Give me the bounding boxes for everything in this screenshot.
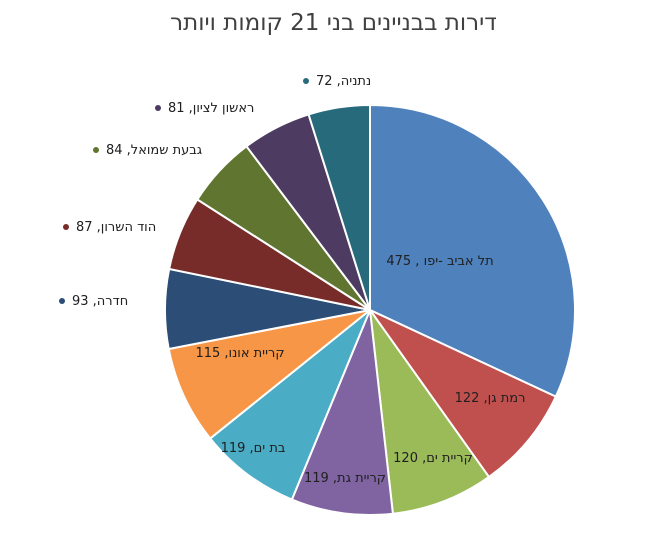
slice-data-label: קריית אונו, 115 (195, 346, 284, 361)
legend-marker (63, 224, 69, 230)
legend-marker (303, 78, 309, 84)
chart-title: דירות בבניינים בני 21 קומות ויותר (170, 10, 497, 36)
slice-data-label: בת ים, 119 (221, 441, 286, 456)
slice-data-label: קריית גת, 119 (304, 471, 386, 486)
slice-data-label: ראשון לציון, 81 (168, 101, 254, 116)
pie-slice (290, 309, 395, 517)
pie-slice (369, 103, 576, 398)
pie-slice (307, 103, 371, 311)
slice-data-label: קריית ים, 120 (393, 451, 473, 466)
slice-data-label: גבעת שמואל, 84 (106, 143, 202, 158)
legend-marker (59, 298, 65, 304)
slice-data-label: הוד השרון, 87 (76, 220, 156, 235)
pie-slice (167, 309, 371, 440)
slice-data-label: חדרה, 93 (72, 294, 128, 309)
slice-data-label: רמת גן, 122 (455, 391, 526, 406)
pie-slice (368, 306, 491, 515)
pie-slice (208, 309, 371, 501)
pie-slice (366, 307, 558, 479)
slice-data-label: נתניה, 72 (316, 74, 371, 89)
legend-marker (155, 105, 161, 111)
legend-marker (93, 147, 99, 153)
slice-data-label: תל אביב -יפו , 475 (386, 254, 493, 269)
